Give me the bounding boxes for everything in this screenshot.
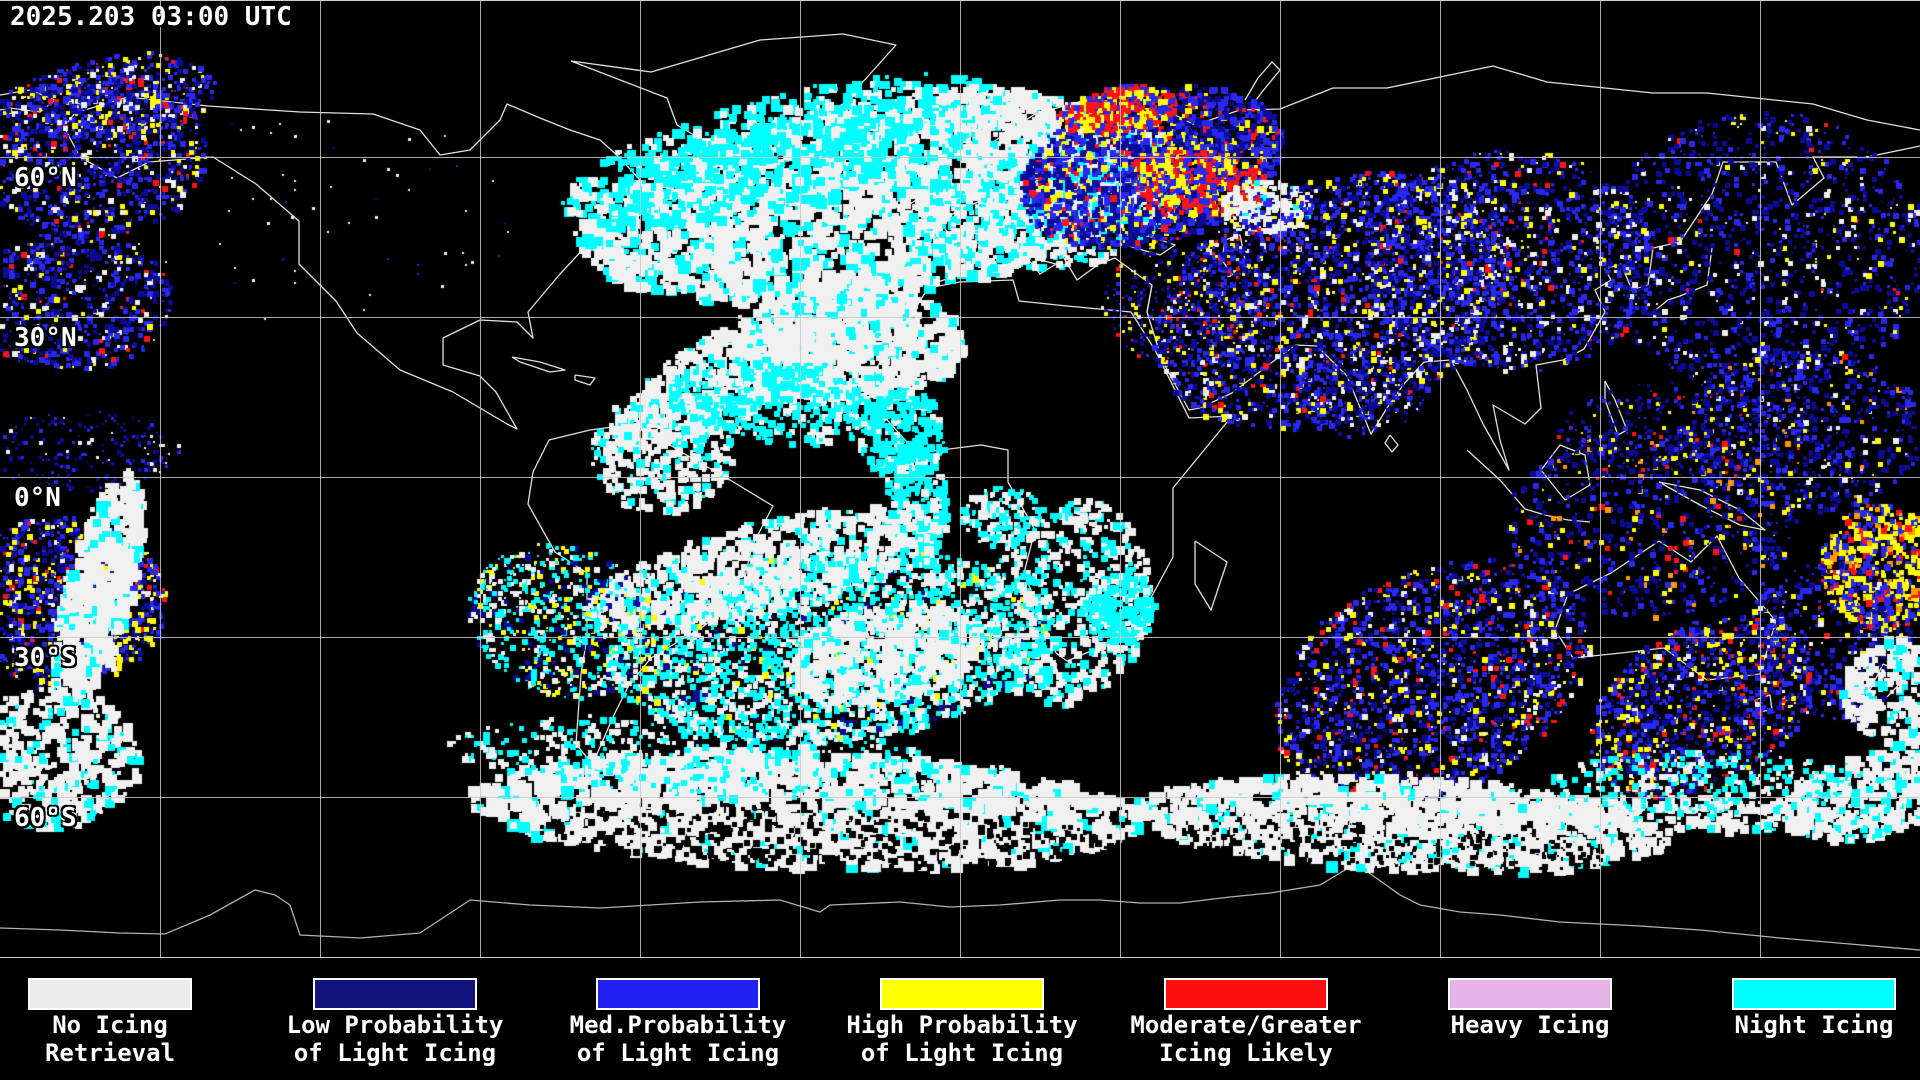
legend-label-line: Night Icing [1734, 1011, 1894, 1039]
legend-swatch-heavy-icing [1448, 978, 1612, 1010]
legend-label-line: Icing Likely [1159, 1039, 1333, 1067]
legend-label-night-icing: Night Icing [1735, 1011, 1894, 1039]
legend-label-heavy-icing: Heavy Icing [1451, 1011, 1610, 1039]
legend-label-line: of Light Icing [576, 1039, 780, 1067]
legend-label-high-prob-light-icing: High Probability of Light Icing [846, 1011, 1077, 1067]
legend-label-no-icing-retrieval: No Icing Retrieval [45, 1011, 175, 1067]
legend-label-line: High Probability [846, 1011, 1078, 1039]
legend-label-moderate-greater-icing: Moderate/Greater Icing Likely [1130, 1011, 1361, 1067]
legend-swatch-night-icing [1732, 978, 1896, 1010]
legend-label-line: of Light Icing [293, 1039, 497, 1067]
timestamp-label: 2025.203 03:00 UTC [10, 2, 292, 32]
legend-swatch-moderate-greater-icing [1164, 978, 1328, 1010]
legend-bar: No Icing Retrieval Low Probability of Light… [0, 958, 1920, 1080]
lat-label: 60°S [14, 803, 77, 833]
legend-label-line: Heavy Icing [1450, 1011, 1610, 1039]
lat-label: 0°N [14, 483, 61, 513]
legend-label-low-prob-light-icing: Low Probability of Light Icing [287, 1011, 504, 1067]
lat-label: 60°N [14, 163, 77, 193]
legend-swatch-high-prob-light-icing [880, 978, 1044, 1010]
legend-swatch-no-icing-retrieval [28, 978, 192, 1010]
lat-label: 30°S [14, 643, 77, 673]
world-icing-map: 60°N 30°N 0°N 30°S 60°S [0, 0, 1920, 958]
legend-swatch-med-prob-light-icing [596, 978, 760, 1010]
legend-label-line: Low Probability [286, 1011, 504, 1039]
legend-label-line: Moderate/Greater [1130, 1011, 1362, 1039]
legend-label-line: Retrieval [44, 1039, 176, 1067]
legend-label-line: of Light Icing [860, 1039, 1064, 1067]
legend-label-line: Med.Probability [569, 1011, 787, 1039]
lat-label: 30°N [14, 323, 77, 353]
icing-data-layer [0, 0, 1920, 958]
legend-label-med-prob-light-icing: Med.Probability of Light Icing [570, 1011, 787, 1067]
legend-swatch-low-prob-light-icing [313, 978, 477, 1010]
legend-label-line: No Icing [52, 1011, 168, 1039]
